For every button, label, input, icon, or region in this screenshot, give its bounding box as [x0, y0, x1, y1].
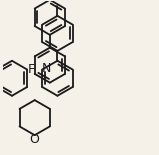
Text: F: F	[28, 63, 35, 76]
Text: N: N	[41, 62, 51, 75]
Text: O: O	[30, 133, 40, 146]
